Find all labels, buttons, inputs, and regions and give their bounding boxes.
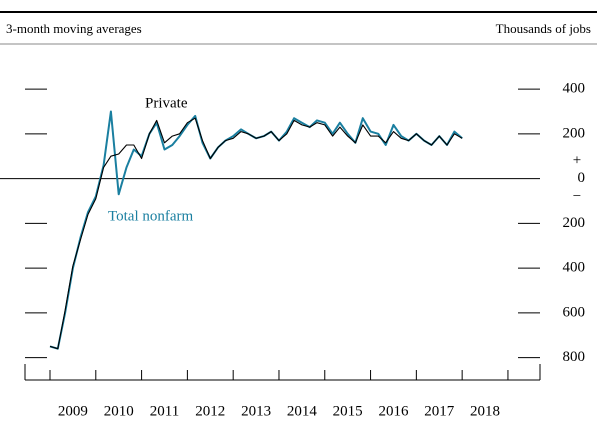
x-tick-label: 2012 bbox=[195, 403, 225, 419]
y-tick-label: 800 bbox=[563, 349, 586, 365]
y-tick-label: 200 bbox=[563, 125, 586, 141]
y-tick-label: 400 bbox=[563, 81, 586, 97]
annotation-total-nonfarm: Total nonfarm bbox=[108, 208, 194, 224]
series-line bbox=[49, 110, 463, 350]
x-tick-label: 2010 bbox=[104, 403, 134, 419]
x-tick-label: 2009 bbox=[58, 403, 88, 419]
x-tick-label: 2015 bbox=[333, 403, 363, 419]
x-tick-label: 2017 bbox=[424, 403, 455, 419]
x-tick-label: 2018 bbox=[470, 403, 500, 419]
y-axis-label: Thousands of jobs bbox=[496, 21, 591, 36]
series-line bbox=[49, 117, 463, 350]
subtitle: 3-month moving averages bbox=[6, 21, 142, 36]
x-tick-label: 2016 bbox=[378, 403, 409, 419]
y-tick-label: 400 bbox=[563, 260, 586, 276]
x-tick-label: 2013 bbox=[241, 403, 271, 419]
x-tick-label: 2014 bbox=[287, 403, 318, 419]
y-tick-label: 200 bbox=[563, 215, 586, 231]
x-tick-label: 2011 bbox=[150, 403, 179, 419]
minus-sign: − bbox=[573, 188, 581, 204]
plus-sign: + bbox=[573, 152, 581, 168]
y-tick-label: 0 bbox=[578, 170, 586, 186]
y-tick-label: 600 bbox=[563, 304, 586, 320]
annotation-private: Private bbox=[145, 95, 188, 111]
